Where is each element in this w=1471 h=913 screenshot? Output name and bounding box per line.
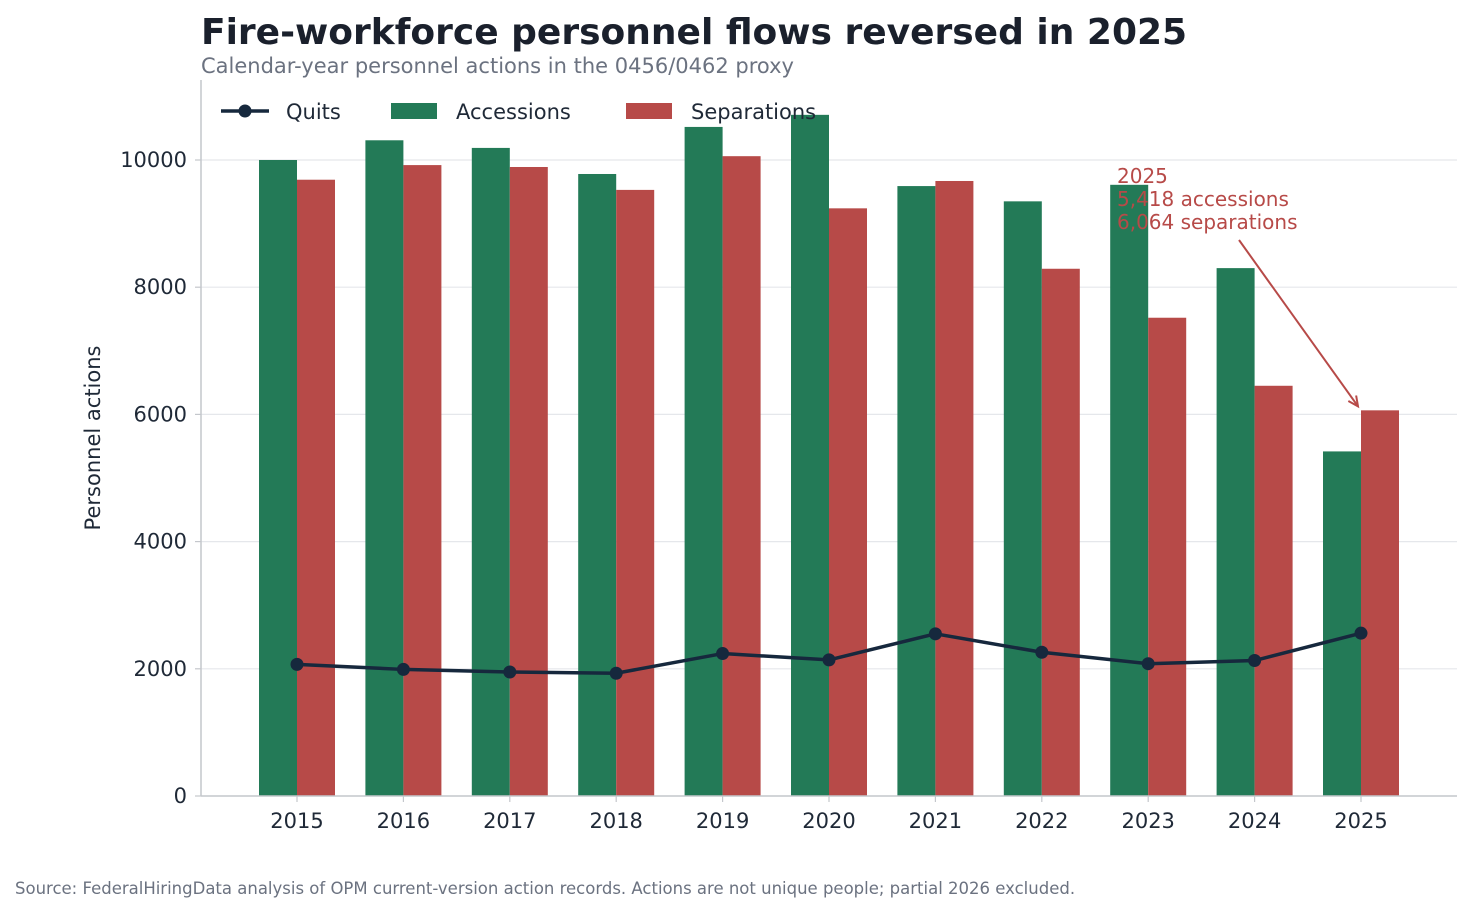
bar-separations-2018 — [616, 189, 655, 797]
x-tick-label: 2022 — [1015, 809, 1068, 833]
y-tick-label: 8000 — [134, 275, 187, 299]
annotation-line: 2025 — [1117, 164, 1168, 188]
bar-accessions-2017 — [471, 147, 510, 796]
chart-subtitle: Calendar-year personnel actions in the 0… — [201, 54, 794, 78]
x-tick-label: 2025 — [1334, 809, 1387, 833]
legend-label-quits: Quits — [286, 100, 341, 124]
bar-separations-2025 — [1361, 410, 1399, 796]
annotation-line: 6,064 separations — [1117, 210, 1298, 234]
quits-point-2023 — [1141, 657, 1155, 671]
chart-title: Fire-workforce personnel flows reversed … — [201, 12, 1187, 53]
axes: 0 2000 4000 6000 8000 10000 2015 2016 2017 2018 20… — [120, 80, 1457, 833]
x-tick-label: 2024 — [1228, 809, 1281, 833]
bar-accessions-2019 — [684, 126, 723, 797]
quits-point-2024 — [1248, 654, 1262, 668]
quits-point-2016 — [396, 662, 410, 676]
bar-separations-2019 — [722, 156, 761, 796]
bar-accessions-2025 — [1323, 451, 1361, 796]
y-tick-label: 10000 — [120, 148, 187, 172]
bar-accessions-2023 — [1110, 184, 1149, 796]
bar-accessions-2018 — [578, 173, 617, 796]
quits-point-2022 — [1035, 645, 1049, 659]
bar-separations-2021 — [935, 180, 974, 796]
x-tick-label: 2023 — [1121, 809, 1174, 833]
quits-point-2017 — [503, 665, 517, 679]
legend-label-accessions: Accessions — [456, 100, 571, 124]
x-tick-label: 2015 — [270, 809, 323, 833]
quits-point-2015 — [290, 657, 304, 671]
legend: Quits Accessions Separations — [221, 100, 816, 124]
annotation-arrow — [1238, 239, 1359, 407]
annotation-arrowhead — [1347, 395, 1360, 409]
quits-point-2018 — [609, 666, 623, 680]
quits-point-2021 — [928, 627, 942, 641]
quits-line-layer — [290, 626, 1368, 680]
quits-point-2019 — [716, 647, 730, 661]
y-axis-label: Personnel actions — [81, 346, 105, 531]
x-tick-label: 2020 — [802, 809, 855, 833]
annotation-line: 5,418 accessions — [1117, 187, 1289, 211]
source-note: Source: FederalHiringData analysis of OP… — [15, 879, 1075, 898]
bar-accessions-2022 — [1003, 201, 1042, 797]
bar-accessions-2020 — [791, 114, 829, 797]
bar-separations-2017 — [509, 166, 548, 797]
quits-point-2025 — [1354, 626, 1368, 640]
bar-separations-2020 — [829, 208, 867, 796]
bar-separations-2022 — [1041, 268, 1080, 797]
x-tick-label: 2018 — [589, 809, 642, 833]
bar-accessions-2016 — [365, 140, 404, 796]
x-tick-label: 2021 — [909, 809, 962, 833]
quits-point-2020 — [822, 653, 836, 667]
bar-separations-2016 — [403, 165, 442, 796]
y-tick-label: 6000 — [134, 402, 187, 426]
bar-separations-2024 — [1254, 385, 1293, 796]
bar-accessions-2024 — [1216, 268, 1255, 796]
x-tick-label: 2017 — [483, 809, 536, 833]
legend-label-separations: Separations — [691, 100, 816, 124]
bar-separations-2023 — [1148, 317, 1187, 796]
legend-swatch-accessions — [391, 103, 437, 119]
bar-accessions-2015 — [259, 160, 297, 796]
y-tick-label: 0 — [174, 784, 187, 808]
legend-swatch-separations — [626, 103, 672, 119]
bar-accessions-2021 — [897, 186, 936, 797]
y-tick-label: 4000 — [134, 530, 187, 554]
x-tick-label: 2019 — [696, 809, 749, 833]
x-tick-label: 2016 — [377, 809, 430, 833]
legend-marker-quits — [238, 104, 252, 118]
bar-separations-2015 — [297, 179, 335, 796]
y-tick-label: 2000 — [134, 657, 187, 681]
bars — [259, 114, 1399, 797]
